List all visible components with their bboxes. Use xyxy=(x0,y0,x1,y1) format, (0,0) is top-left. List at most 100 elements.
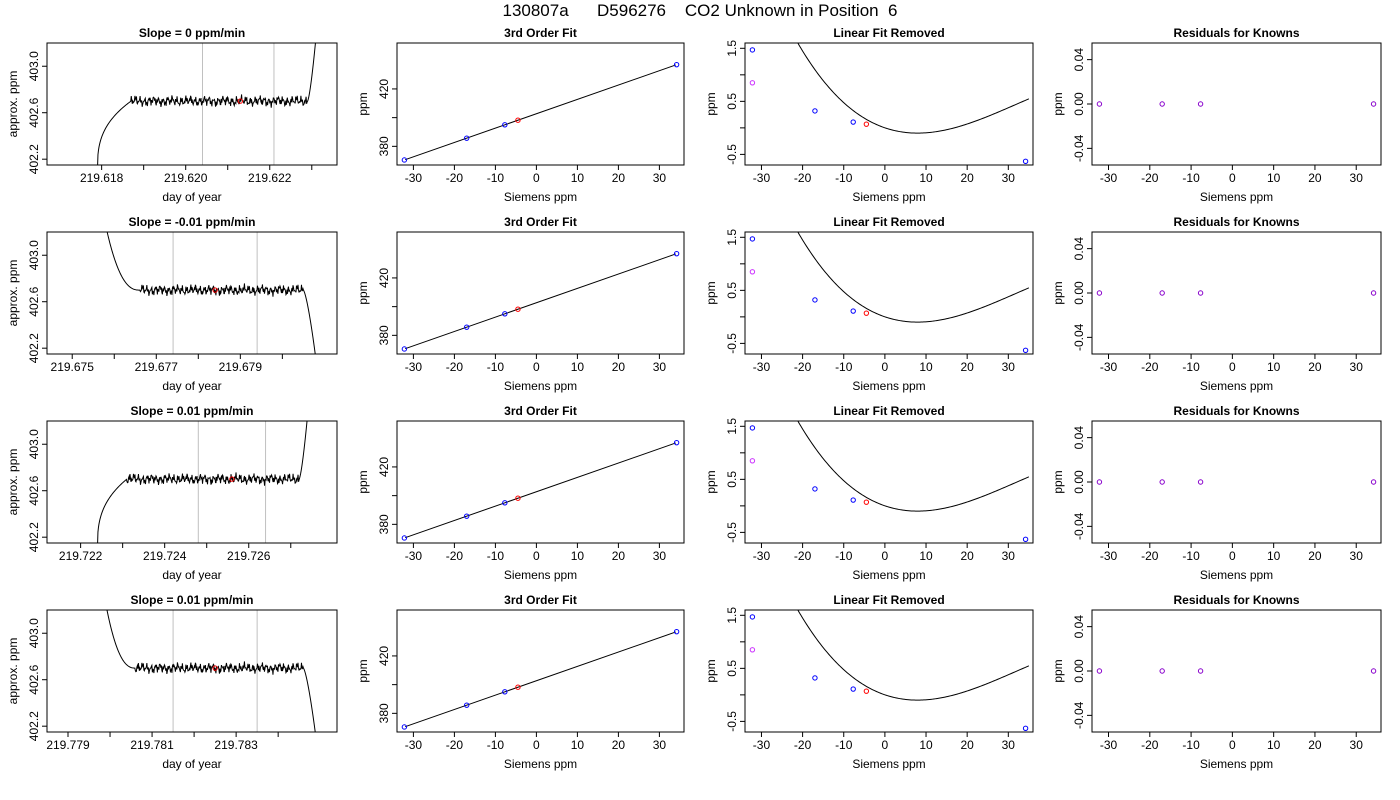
residual-point xyxy=(1370,668,1377,674)
plot-frame xyxy=(744,609,1034,733)
x-tick-label: -30 xyxy=(1100,171,1118,185)
known-point xyxy=(1022,725,1029,731)
panel-title: Linear Fit Removed xyxy=(833,26,944,40)
panel-r2c4: Residuals for Knowns -30 -20 -10 0 10 20 30 -0.0… xyxy=(1051,215,1382,393)
cubic-curve xyxy=(797,421,1030,512)
y-tick-label: 0.5 xyxy=(725,471,739,488)
x-tick-label: 0 xyxy=(882,171,889,185)
panel-title: Slope = 0 ppm/min xyxy=(139,26,245,40)
x-tick-label: -10 xyxy=(835,360,853,374)
residual-point xyxy=(1159,290,1165,296)
residual-point xyxy=(1159,101,1165,107)
known-point xyxy=(850,497,856,503)
panel-title: 3rd Order Fit xyxy=(504,215,577,229)
panel-r3c1: Slope = 0.01 ppm/min 219.722 219.724 219.72… xyxy=(6,404,338,582)
known-point xyxy=(673,61,680,68)
y-tick-label: 403.0 xyxy=(27,618,41,648)
analyzer-trace xyxy=(106,610,316,732)
known-point xyxy=(812,675,818,681)
unknown-point xyxy=(229,476,235,482)
x-axis-label: Siemens ppm xyxy=(1200,757,1273,771)
x-axis-label: day of year xyxy=(162,379,221,393)
x-tick-label: 0 xyxy=(882,360,889,374)
panel-r1c1: Slope = 0 ppm/min 219.618 219.620 219.622 40… xyxy=(6,26,338,204)
x-tick-label: -10 xyxy=(487,738,505,752)
y-axis-label: approx. ppm xyxy=(6,71,20,138)
outlier-point xyxy=(749,458,756,464)
y-tick-label: 0.00 xyxy=(1072,659,1086,683)
known-point xyxy=(749,47,756,53)
x-tick-label: 20 xyxy=(612,360,626,374)
x-axis-label: Siemens ppm xyxy=(1200,568,1273,582)
y-tick-label: 1.5 xyxy=(725,40,739,57)
known-point xyxy=(673,250,680,257)
panel-r1c4: Residuals for Knowns -30 -20 -10 0 10 20 30 -0.0… xyxy=(1051,26,1382,204)
y-tick-label: -0.5 xyxy=(725,522,739,543)
x-tick-label: 0 xyxy=(882,738,889,752)
residual-point xyxy=(1197,668,1204,674)
y-tick-label: -0.04 xyxy=(1072,323,1086,351)
y-axis-label: ppm xyxy=(1051,281,1065,304)
x-tick-label: 0 xyxy=(882,549,889,563)
y-tick-label: 0.5 xyxy=(725,282,739,299)
plot-frame xyxy=(744,420,1034,544)
x-axis-label: day of year xyxy=(162,568,221,582)
x-tick-label: -10 xyxy=(1182,360,1200,374)
known-point xyxy=(749,614,756,620)
outlier-point xyxy=(749,80,756,86)
fit-line xyxy=(405,442,676,539)
panel-title: 3rd Order Fit xyxy=(504,26,577,40)
x-tick-label: 10 xyxy=(571,171,585,185)
plot-frame xyxy=(396,42,685,166)
known-point xyxy=(850,119,856,125)
panel-r4c1: Slope = 0.01 ppm/min 219.779 219.781 219.78… xyxy=(6,593,338,771)
y-tick-label: -0.04 xyxy=(1072,701,1086,729)
known-point xyxy=(401,346,408,352)
x-tick-label: 20 xyxy=(612,738,626,752)
y-tick-label: 0.04 xyxy=(1072,426,1086,450)
x-tick-label: -30 xyxy=(405,171,423,185)
x-axis-label: Siemens ppm xyxy=(852,568,925,582)
y-tick-label: 402.6 xyxy=(27,475,41,505)
x-tick-label: 0 xyxy=(1229,360,1236,374)
panel-title: Linear Fit Removed xyxy=(833,215,944,229)
residual-point xyxy=(1159,668,1165,674)
known-point xyxy=(502,689,508,695)
y-tick-label: 420 xyxy=(377,268,391,288)
outlier-point xyxy=(749,269,756,275)
y-tick-label: 0.5 xyxy=(725,93,739,110)
known-point xyxy=(812,297,818,303)
known-point xyxy=(464,513,470,519)
residual-point xyxy=(1096,668,1103,674)
y-axis-label: ppm xyxy=(356,659,370,682)
x-tick-label: -20 xyxy=(794,549,812,563)
fit-line xyxy=(405,631,676,728)
panel-r3c3: Linear Fit Removed -30 -20 -10 0 10 20 30 -0.5 0.… xyxy=(704,404,1034,582)
x-axis-label: Siemens ppm xyxy=(852,757,925,771)
panel-r1c2: 3rd Order Fit -30 -20 -10 0 10 20 30 380 420 Sieme… xyxy=(356,26,685,204)
x-tick-label: 10 xyxy=(571,360,585,374)
x-tick-label: -10 xyxy=(487,171,505,185)
x-tick-label: 0 xyxy=(533,360,540,374)
y-tick-label: 420 xyxy=(377,457,391,477)
y-tick-label: 403.0 xyxy=(27,51,41,81)
residual-point xyxy=(1096,479,1103,485)
y-tick-label: -0.5 xyxy=(725,333,739,354)
x-tick-label: 20 xyxy=(1308,171,1322,185)
y-tick-label: 0.00 xyxy=(1072,281,1086,305)
plot-frame xyxy=(46,420,338,544)
x-tick-label: -30 xyxy=(753,549,771,563)
y-tick-label: 380 xyxy=(377,136,391,156)
residual-point xyxy=(1096,101,1103,107)
y-axis-label: ppm xyxy=(704,659,718,682)
x-tick-label: 10 xyxy=(1267,738,1281,752)
y-axis-label: ppm xyxy=(704,92,718,115)
x-tick-label: 0 xyxy=(533,549,540,563)
y-tick-label: -0.5 xyxy=(725,144,739,165)
panel-title: Slope = 0.01 ppm/min xyxy=(130,404,253,418)
x-tick-label: 20 xyxy=(1308,549,1322,563)
y-tick-label: 402.2 xyxy=(27,333,41,363)
x-tick-label: -30 xyxy=(753,360,771,374)
x-tick-label: 20 xyxy=(1308,738,1322,752)
